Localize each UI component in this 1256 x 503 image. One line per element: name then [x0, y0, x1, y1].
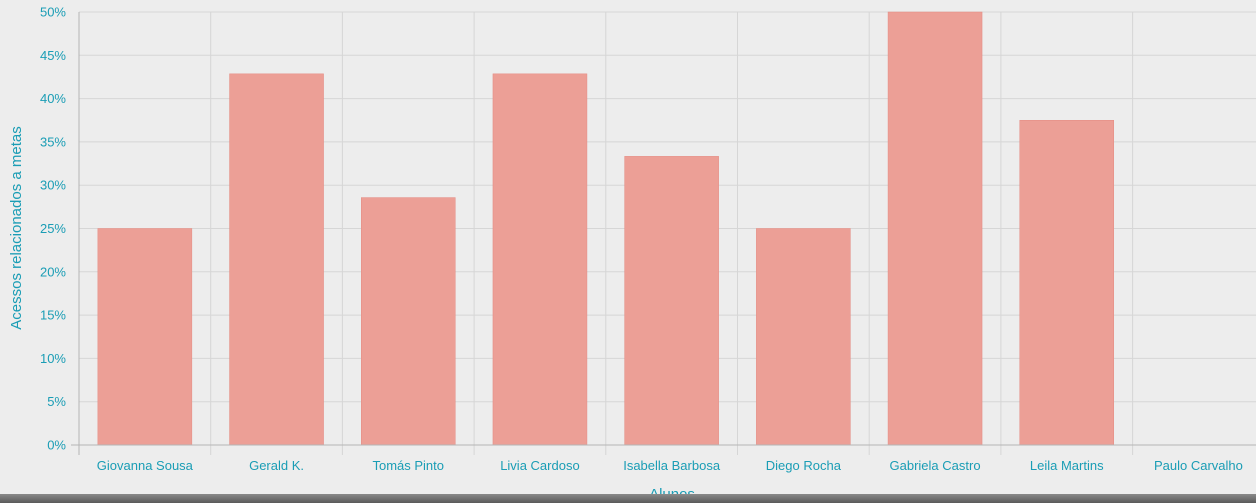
- y-tick-label: 25%: [40, 221, 66, 236]
- x-tick-label: Tomás Pinto: [372, 458, 444, 473]
- bar[interactable]: [887, 11, 983, 446]
- x-tick-label: Giovanna Sousa: [97, 458, 194, 473]
- x-tick-label: Isabella Barbosa: [623, 458, 721, 473]
- x-tick-label: Livia Cardoso: [500, 458, 580, 473]
- bars: [97, 11, 1114, 446]
- y-tick-label: 45%: [40, 48, 66, 63]
- x-tick-label: Gabriela Castro: [890, 458, 981, 473]
- bar[interactable]: [1019, 120, 1114, 446]
- y-axis-title: Acessos relacionados a metas: [8, 126, 25, 329]
- bar[interactable]: [492, 73, 588, 446]
- x-tick-label: Leila Martins: [1030, 458, 1104, 473]
- y-tick-label: 20%: [40, 264, 66, 279]
- y-tick-label: 50%: [40, 5, 66, 20]
- x-tick-label: Diego Rocha: [766, 458, 842, 473]
- bar[interactable]: [756, 228, 851, 446]
- y-tick-label: 0%: [47, 438, 66, 453]
- x-tick-label: Paulo Carvalho: [1154, 458, 1243, 473]
- bar[interactable]: [97, 228, 193, 446]
- y-tick-label: 40%: [40, 91, 66, 106]
- window-bottom-edge: [0, 494, 1256, 503]
- y-tick-label: 10%: [40, 351, 66, 366]
- x-tick-label: Gerald K.: [249, 458, 304, 473]
- y-tick-label: 15%: [40, 308, 66, 323]
- y-tick-label: 35%: [40, 134, 66, 149]
- bar[interactable]: [229, 73, 324, 446]
- y-tick-label: 5%: [47, 394, 66, 409]
- axes: 0% 5% 10% 15% 20% 25% 30% 35% 40% 45% 50% Giovanna …: [40, 5, 1256, 473]
- y-tick-label: 30%: [40, 178, 66, 193]
- bar[interactable]: [624, 156, 719, 446]
- bar[interactable]: [361, 197, 456, 446]
